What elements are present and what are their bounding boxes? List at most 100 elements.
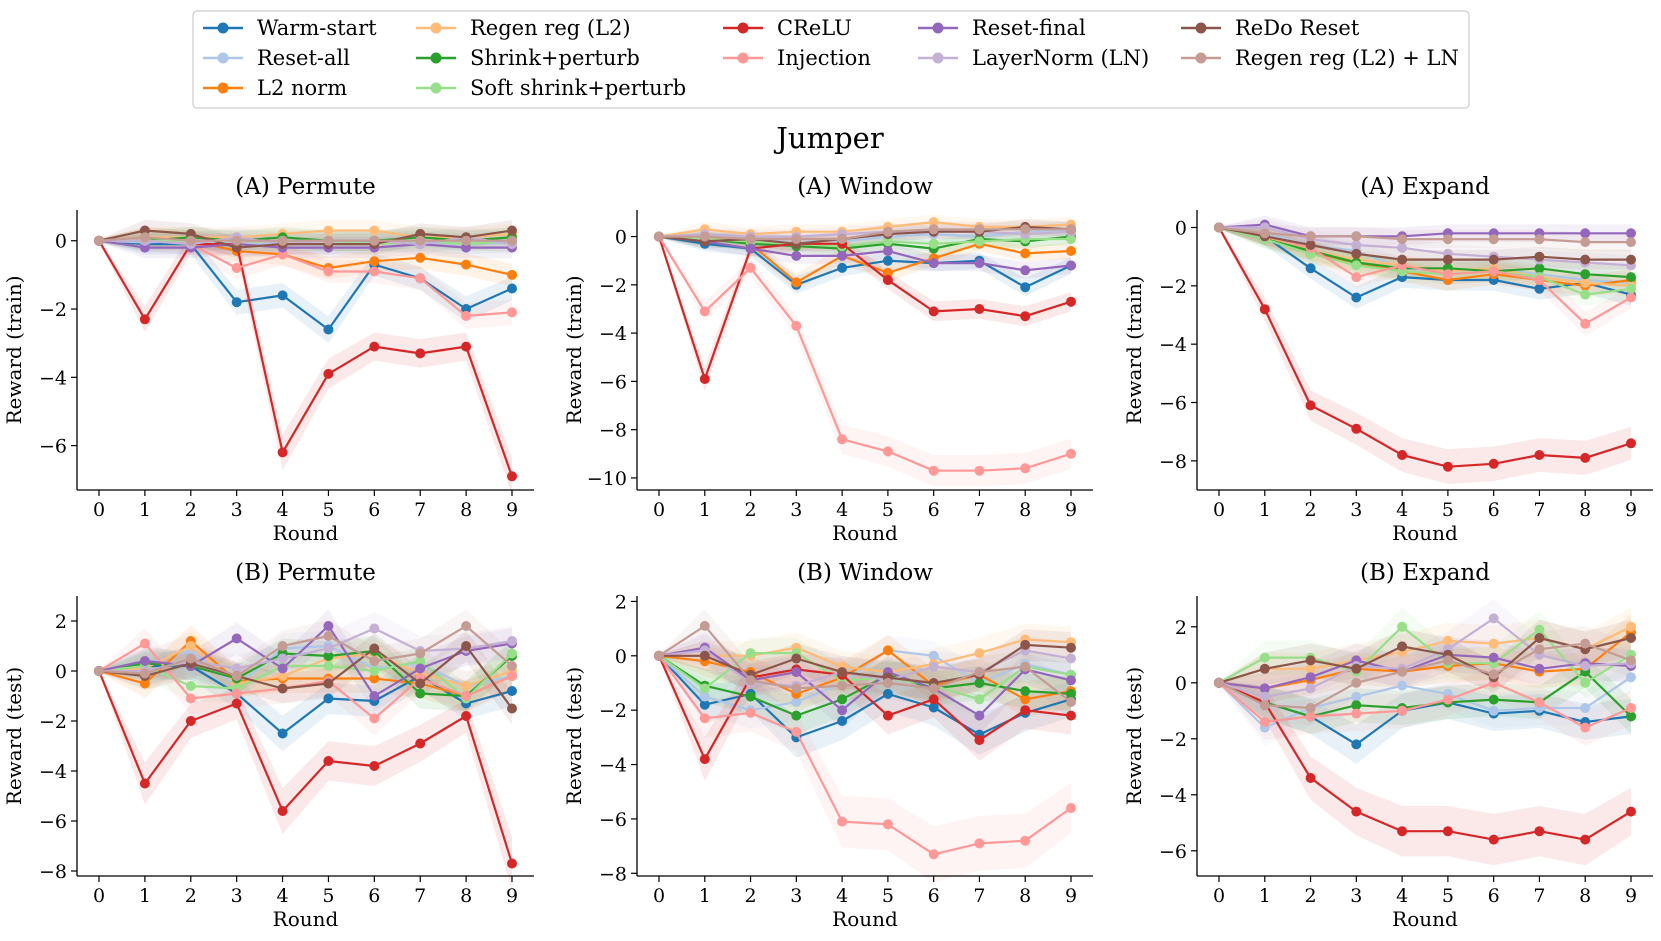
data-point [882,267,893,278]
data-point [369,691,380,701]
data-point [461,242,472,253]
y-tick-label: 0 [55,231,67,253]
series-line [98,644,513,710]
data-point [882,710,893,721]
data-point [1442,269,1453,280]
data-point [323,693,334,704]
axes: 0 1 2 3 4 5 6 7 8 9 2 0 −2 −4 −6 −8 Round Reward (test) [562,591,1093,931]
data-point [507,283,517,294]
x-tick-label: 8 [1579,499,1591,521]
legend-label: Soft shrink+perturb [470,76,686,100]
data-point [654,231,664,242]
series-line [1218,642,1632,710]
series-line [1218,226,1631,261]
data-point [974,678,985,688]
x-tick-label: 1 [1259,499,1271,521]
x-axis-label: Round [273,521,339,545]
series-band [1219,625,1631,726]
series-line [658,649,1072,687]
data-point [1580,289,1591,300]
legend-entry: Warm-start [203,16,377,40]
legend-label: ReDo Reset [1235,16,1360,40]
legend-entry: L2 norm [203,76,347,100]
legend-entry: Injection [723,46,871,70]
y-tick-label: −2 [599,700,627,722]
data-point [231,663,242,674]
series-band [99,669,512,890]
data-point [1626,283,1636,294]
series-band [99,651,512,752]
data-point [369,673,380,684]
data-point [323,756,334,766]
data-point [507,636,517,646]
series-line [658,221,1072,238]
data-point [928,258,939,269]
data-point [1626,272,1636,283]
panel-title: (B) Window [797,560,933,586]
data-point [699,306,710,317]
data-point [1488,613,1499,624]
legend-marker [932,52,944,64]
series-line [1219,226,1632,267]
legend: Warm-start Reset-all L2 norm Regen reg (L2)… [192,10,1470,109]
data-point [231,633,242,644]
legend-entry: Soft shrink+perturb [416,76,686,100]
data-point [461,711,472,721]
data-point [139,232,150,243]
x-tick-label: 0 [653,885,665,907]
data-point [1442,254,1453,265]
data-point [507,671,517,681]
x-tick-label: 9 [1065,885,1077,907]
data-point [791,683,802,694]
x-tick-label: 6 [368,499,380,521]
data-point [461,621,472,631]
data-point [1020,686,1031,697]
data-point [1580,277,1591,288]
data-point [507,661,517,671]
y-tick-label: −2 [39,299,67,321]
data-point [139,778,150,789]
y-tick-label: −2 [39,711,67,733]
series-band [659,623,1071,689]
y-tick-label: −10 [587,468,627,490]
series-line [658,646,1072,717]
x-tick-label: 1 [1259,885,1271,907]
data-point [974,465,985,476]
data-point [1580,452,1591,463]
data-point [1066,260,1076,271]
series-band [99,630,512,701]
data-point [1626,228,1636,239]
data-point [837,694,848,705]
data-point [415,688,426,699]
data-point [1305,263,1316,274]
series-line [1218,625,1632,684]
panel-title: (A) Expand [1360,174,1490,200]
y-axis-label: Reward (test) [562,667,586,805]
series-line [98,624,513,678]
data-point [1351,240,1362,250]
data-point [1580,269,1591,280]
x-tick-label: 9 [1065,499,1077,521]
data-point [507,858,517,869]
x-tick-label: 2 [745,499,757,521]
series-line [659,643,1072,685]
y-tick-label: −4 [1159,334,1187,356]
data-point [1020,835,1031,846]
data-point [185,693,196,704]
data-point [1259,717,1270,727]
data-point [1305,773,1316,783]
legend-marker [217,22,229,34]
series-line [1218,681,1632,729]
series-band [659,638,1071,718]
legend-marker [430,52,442,64]
data-point [791,277,802,288]
data-point [928,694,939,705]
data-point [323,368,334,379]
data-point [745,648,756,659]
data-point [882,226,893,237]
data-point [1488,669,1499,680]
axes: 0 1 2 3 4 5 6 7 8 9 2 0 −2 −4 −6 Round Reward (test) [1122,596,1653,931]
series [1214,222,1636,248]
y-tick-label: −2 [1159,729,1187,751]
x-tick-label: 5 [322,499,334,521]
